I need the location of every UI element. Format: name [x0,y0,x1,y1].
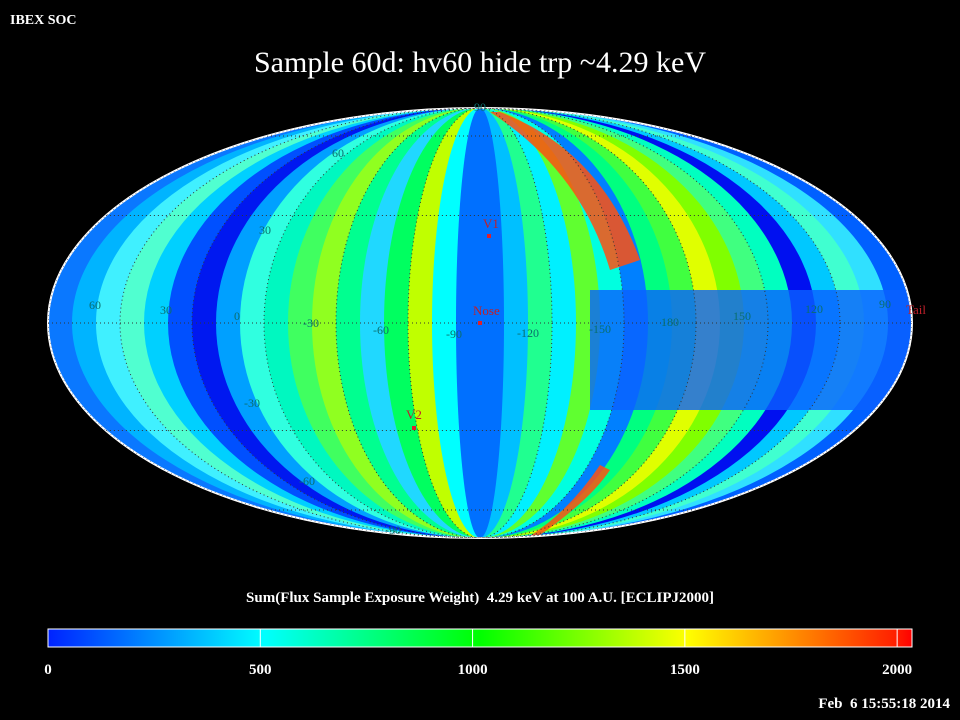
latitude-labels: 90 60 30 -30 -60 -90 [244,100,486,537]
colorbar-tick-label: 1000 [458,662,488,678]
marker-label: Tail [906,302,926,317]
map-patch [490,112,640,270]
lon-label: 120 [805,302,823,316]
markers: V1 Nose V2 Tail [406,216,926,430]
lon-label: 60 [89,298,101,312]
colorbar [47,628,913,648]
colorbar-ticks: 0 500 1000 1500 2000 [44,629,912,678]
map-band [480,108,528,538]
longitude-labels: 60 30 0 -30 -60 -90 -120 -150 180 150 120 90 [89,297,891,341]
lat-label: -60 [299,474,315,488]
lat-label: 30 [259,223,271,237]
header: IBEX SOC [10,13,77,28]
map-patch [530,465,610,536]
lon-label: -90 [446,327,462,341]
lat-label: 60 [332,146,344,160]
map-patch [590,290,910,410]
colorbar-tick-label: 0 [44,662,52,678]
marker-dot [478,321,482,325]
colorbar-label: Sum(Flux Sample Exposure Weight) 4.29 ke… [246,590,714,606]
map-band [480,108,504,538]
lat-label: 90 [474,100,486,114]
lon-label: -30 [303,316,319,330]
marker-dot [412,426,416,430]
lon-label: 0 [234,309,240,323]
lon-label: -150 [589,322,611,336]
marker-label: Nose [473,303,500,318]
title: Sample 60d: hv60 hide trp ~4.29 keV [254,46,706,79]
lon-label: 90 [879,297,891,311]
map-band [456,108,480,538]
lon-label: 150 [733,309,751,323]
colorbar-tick-label: 500 [249,662,272,678]
lon-label: -60 [373,323,389,337]
lon-label: 30 [160,303,172,317]
lon-label: 180 [661,315,679,329]
timestamp: Feb 6 15:55:18 2014 [818,696,950,712]
map-half [48,108,480,538]
marker-label: V2 [406,407,422,422]
sky-map [48,108,912,538]
marker-dot [487,234,491,238]
lat-label: -90 [385,523,401,537]
colorbar-tick-label: 1500 [670,662,700,678]
lon-label: -120 [517,326,539,340]
graticule [48,108,912,538]
lat-label: -30 [244,396,260,410]
marker-label: V1 [483,216,499,231]
map-half [480,108,912,538]
colorbar-tick-label: 2000 [882,662,912,678]
map-band [432,108,480,538]
